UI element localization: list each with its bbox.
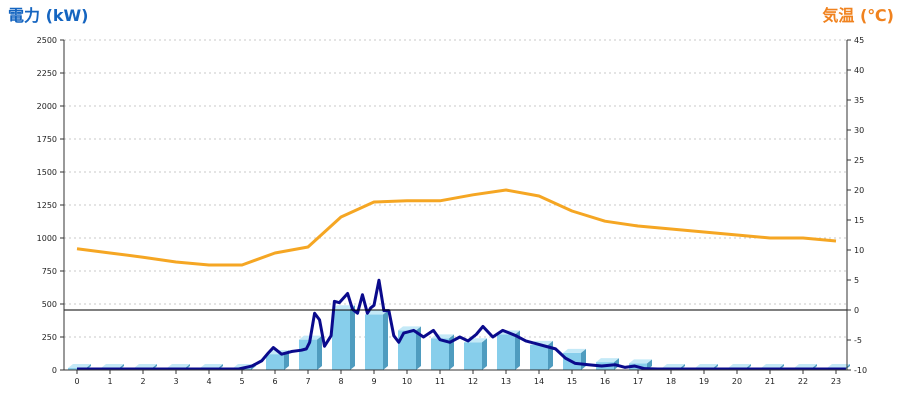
power-bar-top bbox=[695, 364, 718, 369]
left-tick-label: 750 bbox=[42, 267, 57, 276]
power-bar-front bbox=[530, 344, 548, 370]
x-tick-label: 3 bbox=[173, 377, 178, 386]
left-axis-ticks: 0 250 500 750 1000 1250 1500 1750 2000 2250 2500 bbox=[37, 36, 64, 375]
x-tick-label: 13 bbox=[501, 377, 511, 386]
power-bar-top bbox=[398, 326, 421, 331]
power-bar-top bbox=[101, 364, 124, 369]
power-bar-top bbox=[563, 348, 586, 353]
power-bar-top bbox=[761, 364, 784, 369]
right-tick-label: 0 bbox=[854, 306, 859, 315]
left-tick-label: 0 bbox=[52, 366, 57, 375]
right-tick-label: -10 bbox=[854, 366, 867, 375]
power-bar-top bbox=[596, 358, 619, 363]
x-tick-label: 23 bbox=[831, 377, 841, 386]
left-tick-label: 1250 bbox=[37, 201, 57, 210]
right-tick-label: 15 bbox=[854, 216, 864, 225]
x-tick-label: 14 bbox=[534, 377, 544, 386]
left-tick-label: 250 bbox=[42, 333, 57, 342]
power-bar-side bbox=[317, 335, 322, 370]
x-axis-ticks: 0 1 2 3 4 5 6 7 8 9 10 11 12 13 14 15 16 17 18 19 20 21 22 23 bbox=[74, 370, 841, 386]
x-tick-label: 18 bbox=[666, 377, 676, 386]
power-bar-top bbox=[662, 364, 685, 369]
power-bar-top bbox=[629, 359, 652, 364]
x-tick-label: 1 bbox=[107, 377, 112, 386]
x-tick-label: 4 bbox=[206, 377, 211, 386]
power-bar-front bbox=[365, 314, 383, 370]
left-tick-label: 2500 bbox=[37, 36, 57, 45]
power-bar-side bbox=[548, 340, 553, 370]
power-bar-front bbox=[431, 338, 449, 370]
power-bar bbox=[332, 305, 355, 370]
left-tick-label: 2000 bbox=[37, 102, 57, 111]
left-axis-title: 電力 (kW) bbox=[8, 6, 89, 25]
x-tick-label: 2 bbox=[140, 377, 145, 386]
power-bar-front bbox=[497, 334, 515, 370]
power-bar bbox=[398, 326, 421, 370]
x-tick-label: 0 bbox=[74, 377, 79, 386]
power-bar-side bbox=[416, 326, 421, 370]
power-bar-top bbox=[68, 364, 91, 369]
x-tick-label: 6 bbox=[272, 377, 277, 386]
left-tick-label: 2250 bbox=[37, 69, 57, 78]
right-tick-label: 45 bbox=[854, 36, 864, 45]
power-bar-side bbox=[383, 310, 388, 370]
left-tick-label: 500 bbox=[42, 300, 57, 309]
right-tick-label: 10 bbox=[854, 246, 864, 255]
power-bar-side bbox=[284, 350, 289, 370]
power-bar-top bbox=[134, 364, 157, 369]
right-tick-label: 40 bbox=[854, 66, 864, 75]
temperature-line bbox=[76, 188, 837, 267]
x-tick-label: 22 bbox=[798, 377, 808, 386]
power-bar-top bbox=[728, 364, 751, 369]
power-demand-line bbox=[77, 278, 846, 371]
left-tick-label: 1500 bbox=[37, 168, 57, 177]
power-bar bbox=[365, 310, 388, 370]
x-tick-label: 21 bbox=[765, 377, 775, 386]
right-tick-label: 5 bbox=[854, 276, 859, 285]
x-tick-label: 11 bbox=[435, 377, 445, 386]
x-tick-label: 9 bbox=[371, 377, 376, 386]
x-tick-label: 7 bbox=[305, 377, 310, 386]
power-bar-front bbox=[398, 330, 416, 370]
power-bar-side bbox=[482, 338, 487, 370]
left-tick-label: 1750 bbox=[37, 135, 57, 144]
x-tick-label: 19 bbox=[699, 377, 709, 386]
power-bar-front bbox=[464, 342, 482, 370]
power-bar-side bbox=[350, 305, 355, 370]
data-lines bbox=[76, 188, 846, 371]
right-axis-ticks: -10 -5 0 5 10 15 20 25 30 35 40 45 bbox=[847, 36, 867, 375]
right-tick-label: 20 bbox=[854, 186, 864, 195]
x-tick-label: 12 bbox=[468, 377, 478, 386]
x-tick-label: 17 bbox=[633, 377, 643, 386]
power-bar-front bbox=[266, 354, 284, 370]
x-tick-label: 16 bbox=[600, 377, 610, 386]
power-bar-front bbox=[299, 339, 317, 370]
power-bar bbox=[464, 338, 487, 370]
right-tick-label: 25 bbox=[854, 156, 864, 165]
x-tick-label: 5 bbox=[239, 377, 244, 386]
x-tick-label: 8 bbox=[338, 377, 343, 386]
right-axis-title: 気温 (℃) bbox=[822, 6, 894, 25]
axes bbox=[63, 40, 848, 371]
right-tick-label: 30 bbox=[854, 126, 864, 135]
power-bar-top bbox=[794, 364, 817, 369]
right-tick-label: 35 bbox=[854, 96, 864, 105]
right-tick-label: -5 bbox=[854, 336, 862, 345]
power-bar-side bbox=[515, 330, 520, 370]
power-bar-top bbox=[365, 310, 388, 315]
power-bar-top bbox=[200, 364, 223, 369]
power-bar-top bbox=[827, 364, 850, 369]
power-bar-top bbox=[332, 305, 355, 310]
power-bar-front bbox=[332, 309, 350, 370]
x-tick-label: 15 bbox=[567, 377, 577, 386]
x-tick-label: 10 bbox=[402, 377, 412, 386]
x-tick-label: 20 bbox=[732, 377, 742, 386]
left-tick-label: 1000 bbox=[37, 234, 57, 243]
power-bar-top bbox=[167, 364, 190, 369]
grid-lines bbox=[64, 39, 847, 338]
